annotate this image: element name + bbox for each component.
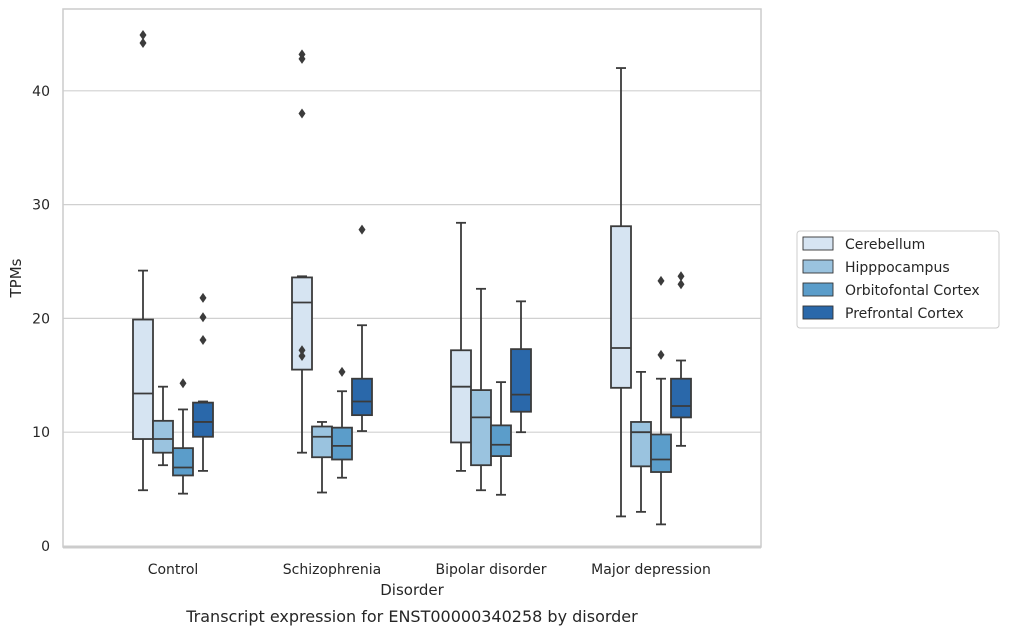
legend-label: Orbitofontal Cortex — [845, 283, 980, 299]
box-group — [192, 292, 214, 472]
box-group — [152, 385, 174, 467]
box — [331, 426, 353, 461]
legend-swatch — [802, 259, 834, 274]
box-group — [291, 49, 313, 454]
gridlines — [63, 90, 761, 433]
y-axis-label: TPMs — [7, 258, 25, 298]
box-group — [132, 30, 154, 492]
legend-label: Prefrontal Cortex — [845, 306, 964, 322]
y-tick-label: 0 — [41, 539, 50, 555]
outlier-point — [298, 345, 306, 356]
x-tick-label: Bipolar disorder — [435, 562, 546, 578]
chart-caption: Transcript expression for ENST0000034025… — [185, 607, 638, 626]
box-group — [331, 366, 353, 479]
outlier-point — [139, 38, 147, 49]
outlier-point — [677, 279, 685, 290]
y-tick-label: 30 — [32, 198, 50, 214]
outlier-point — [298, 49, 306, 60]
legend-frame — [796, 230, 1000, 329]
legend-swatch — [802, 282, 834, 297]
box — [650, 433, 672, 473]
outlier-point — [298, 350, 306, 361]
box — [351, 377, 373, 417]
box — [291, 276, 313, 371]
box — [450, 349, 472, 444]
legend-label: Cerebellum — [845, 237, 925, 253]
box — [152, 419, 174, 454]
box-group — [490, 381, 512, 496]
boxes — [132, 30, 692, 526]
x-tick-labels: Control Schizophrenia Bipolar disorder Majo… — [148, 562, 711, 578]
x-tick-label: Schizophrenia — [283, 562, 381, 578]
outlier-point — [139, 30, 147, 41]
legend-swatch — [802, 305, 834, 320]
legend-label: Hipppocampus — [845, 260, 950, 276]
y-tick-labels: 0 10 20 30 40 — [32, 84, 50, 555]
box-group — [610, 67, 632, 518]
box-group — [650, 275, 672, 526]
x-tick-label: Major depression — [591, 562, 711, 578]
box-group — [172, 378, 194, 495]
legend: Cerebellum Hipppocampus Orbitofontal Corte… — [796, 230, 1000, 329]
outlier-point — [179, 378, 187, 389]
box — [490, 424, 512, 457]
box-group — [351, 224, 373, 432]
box — [311, 425, 333, 459]
box-group — [630, 370, 652, 513]
outlier-point — [358, 224, 366, 235]
legend-swatch — [802, 236, 834, 251]
outlier-point — [298, 108, 306, 119]
box — [630, 421, 652, 468]
outlier-point — [199, 312, 207, 323]
outlier-point — [199, 335, 207, 346]
outlier-point — [338, 366, 346, 377]
outlier-point — [657, 275, 665, 286]
box-group — [450, 221, 472, 472]
outlier-point — [199, 292, 207, 303]
y-tick-label: 20 — [32, 311, 50, 327]
outlier-point — [657, 349, 665, 360]
box — [470, 389, 492, 467]
box-group — [670, 271, 692, 447]
box-group — [311, 421, 333, 494]
box-group — [510, 300, 532, 434]
box — [192, 401, 214, 438]
y-tick-label: 40 — [32, 84, 50, 100]
y-tick-label: 10 — [32, 425, 50, 441]
box — [172, 447, 194, 477]
box-group — [470, 287, 492, 492]
x-tick-label: Control — [148, 562, 199, 578]
box — [610, 225, 632, 389]
outlier-point — [677, 271, 685, 282]
box — [510, 348, 532, 413]
box — [670, 377, 692, 419]
x-axis-label: Disorder — [380, 581, 444, 599]
box — [132, 318, 154, 440]
